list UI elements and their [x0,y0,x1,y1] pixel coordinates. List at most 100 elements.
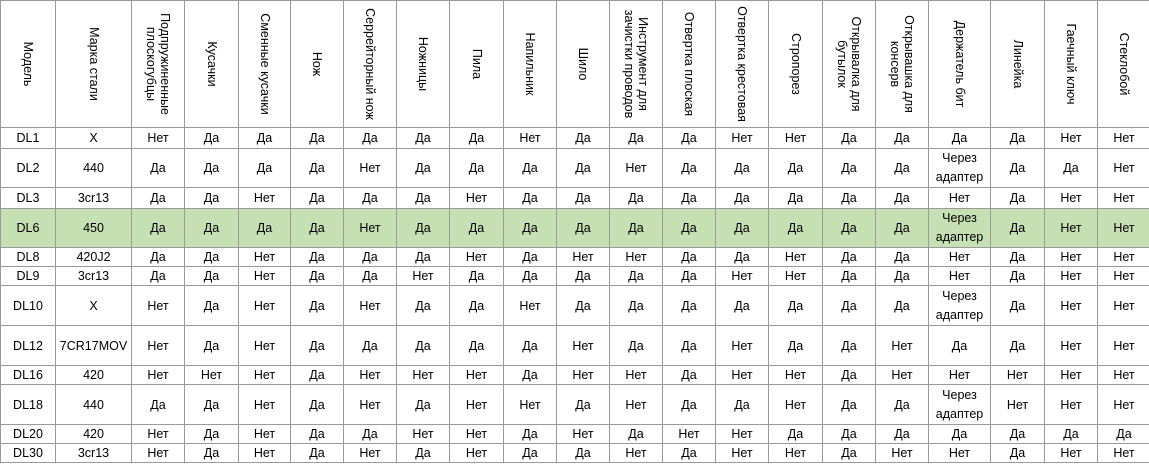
table-cell: Да [822,247,876,267]
table-cell: Да [343,247,397,267]
table-cell: Да [556,443,610,463]
table-cell: Нет [1044,325,1098,366]
table-cell: Да [131,208,185,248]
table-cell: Нет [609,443,663,463]
table-cell: Нет [609,148,663,188]
table-cell: Да [503,208,557,248]
table-cell: Нет [238,424,291,444]
column-header-label: Инструмент для зачистки проводов [622,9,650,119]
table-cell: Нет [1097,208,1149,248]
table-cell: Да [290,127,344,149]
table-cell: Да [990,127,1045,149]
model-cell: DL18 [0,384,56,425]
table-cell: Да [449,127,504,149]
table-row: DL12 7CR17MOV Нет Да Нет Да Да Да Да Да Нет Да Да Нет… [0,325,1149,366]
table-cell: Да [875,285,929,326]
column-header: Инструмент для зачистки проводов [609,0,663,128]
table-cell: Да [662,127,716,149]
column-header: Открывалка для бутылок [822,0,876,128]
column-header: Шило [556,0,610,128]
column-header-label: Шило [576,47,590,81]
header-row: Модель Марка стали Подпружиненные плоскогу… [0,0,1149,128]
table-cell: Нет [1097,266,1149,286]
table-cell: Да [290,148,344,188]
table-cell: Нет [131,325,185,366]
column-header-label: Напильник [523,32,537,96]
table-cell: Да [449,285,504,326]
table-cell: Нет [1097,384,1149,425]
table-cell: Нет [1044,365,1098,385]
table-cell: Да [715,384,769,425]
table-row: DL10 X Нет Да Нет Да Нет Да Да Нет Да Да Да Да Да Да Да Ч… [0,285,1149,326]
table-cell: Да [990,285,1045,326]
table-cell: Нет [1097,187,1149,209]
column-header-label: Стропорез [788,33,803,95]
table-row: DL20 420 Нет Да Нет Да Да Нет Нет Да Нет Да Нет Нет Да… [0,424,1149,444]
column-header-label: Кусачки [204,41,219,87]
table-cell: Да [449,266,504,286]
table-cell: Нет [1044,187,1098,209]
table-cell: Да [343,187,397,209]
table-row: DL6 450 Да Да Да Да Нет Да Да Да Да Да Да Да Да Да Да Чер… [0,208,1149,248]
column-header-label: Сменные кусачки [257,13,272,115]
table-cell: Нет [1044,208,1098,248]
table-cell: Нет [928,365,991,385]
table-row: DL2 440 Да Да Да Да Нет Да Да Да Да Нет Да Да Да Да Да Че… [0,148,1149,188]
table-cell: Нет [715,365,769,385]
table-cell: Да [662,443,716,463]
table-cell: Нет [715,443,769,463]
model-cell: DL30 [0,443,56,463]
table-cell: Да [290,285,344,326]
table-cell: Да [396,285,450,326]
table-cell: Нет [449,443,504,463]
table-cell: Да [990,187,1045,209]
table-cell: Да [396,443,450,463]
model-cell: DL2 [0,148,56,188]
table-cell: Нет [131,424,185,444]
table-cell: Да [768,285,823,326]
model-cell: DL1 [0,127,56,149]
table-cell: Да [662,208,716,248]
table-cell: Нет [875,365,929,385]
table-row: DL18 440 Да Да Нет Да Нет Да Нет Нет Да Нет Да Да Нет Д… [0,384,1149,425]
table-cell: Да [184,127,239,149]
table-cell: Да [556,127,610,149]
table-cell: Да [290,266,344,286]
table-cell: Да [768,424,823,444]
table-cell: Да [556,187,610,209]
table-cell: Нет [238,443,291,463]
steel-cell: 440 [55,384,132,425]
model-cell: DL10 [0,285,56,326]
table-cell: Нет [396,266,450,286]
table-row: DL9 3cr13 Да Да Нет Да Да Нет Да Да Да Да Да Нет Нет Да… [0,266,1149,286]
table-cell: Нет [343,384,397,425]
table-cell: Да [1097,424,1149,444]
table-cell: Да [503,247,557,267]
table-cell: Да [662,384,716,425]
table-cell: Нет [768,127,823,149]
table-cell: Да [343,266,397,286]
table-cell: Нет [875,443,929,463]
table-cell: Да [290,208,344,248]
table-cell: Нет [768,443,823,463]
table-cell: Да [662,365,716,385]
table-cell: Да [184,247,239,267]
table-cell: Да [396,148,450,188]
table-cell: Да [290,384,344,425]
table-cell: Да [822,148,876,188]
table-cell: Да [184,208,239,248]
table-cell: Нет [1044,443,1098,463]
table-cell: Да [396,247,450,267]
table-cell: Нет [609,365,663,385]
table-cell: Нет [768,365,823,385]
table-cell: Через адаптер [928,148,991,188]
model-cell: DL6 [0,208,56,248]
table-cell: Нет [238,266,291,286]
column-header: Открывашка для консерв [875,0,929,128]
table-cell: Нет [343,148,397,188]
table-cell: Нет [768,247,823,267]
table-cell: Нет [238,384,291,425]
table-cell: Нет [928,247,991,267]
table-cell: Нет [715,325,769,366]
table-cell: Нет [715,424,769,444]
